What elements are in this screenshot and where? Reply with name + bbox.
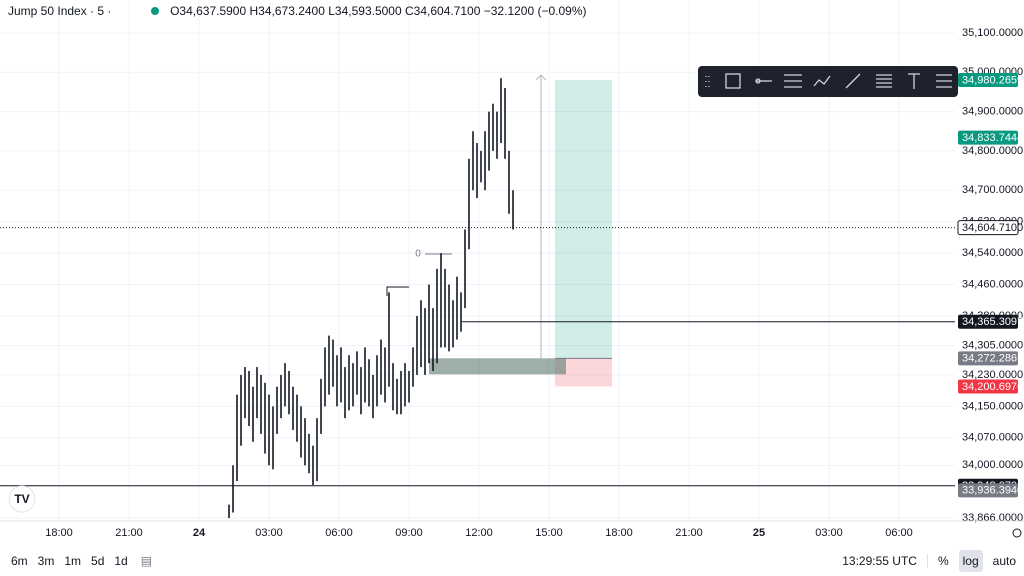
- x-tick-label: 09:00: [395, 527, 423, 539]
- price-badge-label: 34,833.7444: [962, 132, 1023, 144]
- range-button[interactable]: 1m: [64, 553, 82, 568]
- toolbar-bg: [698, 66, 958, 97]
- price-badge-label: 34,604.7100: [962, 222, 1023, 234]
- toolbar-icons: [705, 73, 952, 89]
- y-tick-label: 34,700.0000: [962, 184, 1023, 196]
- tv-logo-mark: TV: [14, 492, 29, 506]
- x-tick-label: 21:00: [675, 527, 703, 539]
- y-tick-label: 34,800.0000: [962, 145, 1023, 157]
- clock: 13:29:55 UTC: [842, 553, 917, 568]
- percent-button[interactable]: %: [926, 553, 949, 568]
- x-tick-label: 06:00: [885, 527, 913, 539]
- range-buttons: 6m 3m 1m 5d 1d: [6, 554, 133, 568]
- price-badge: [958, 351, 1018, 366]
- x-tick-label: 03:00: [815, 527, 843, 539]
- log-button[interactable]: log: [958, 549, 983, 572]
- y-tick-label: 34,540.0000: [962, 247, 1023, 259]
- y-tick-label: 34,000.0000: [962, 459, 1023, 471]
- ohlc-high: H34,673.2400: [249, 4, 325, 18]
- drawing-toolbar[interactable]: [698, 66, 958, 97]
- range-button[interactable]: 5d: [91, 553, 105, 568]
- x-tick-label: 18:00: [45, 527, 73, 539]
- auto-button[interactable]: auto: [992, 553, 1016, 568]
- range-button[interactable]: 6m: [11, 553, 28, 568]
- range-button[interactable]: 3m: [37, 553, 55, 568]
- y-tick-label: 34,230.0000: [962, 369, 1023, 381]
- x-tick-label: 03:00: [255, 527, 283, 539]
- price-badge: [958, 130, 1018, 145]
- price-badge: [958, 314, 1018, 329]
- symbol[interactable]: Jump 50 Index · 5 ·: [8, 4, 112, 18]
- bottom-bar: 6m 3m 1m 5d 1d ▤ 13:29:55 UTC % log auto: [0, 545, 1024, 576]
- grid: [0, 0, 955, 521]
- price-badge-label: 34,200.6976: [962, 381, 1023, 393]
- date-range-icon[interactable]: ▤: [140, 553, 153, 568]
- x-tick-label: 21:00: [115, 527, 143, 539]
- x-tick-label: 06:00: [325, 527, 353, 539]
- price-badge-label: 34,365.3097: [962, 316, 1023, 328]
- x-tick-label: 15:00: [535, 527, 563, 539]
- y-tick-label: 34,150.0000: [962, 400, 1023, 412]
- x-tick-label: 24: [193, 527, 206, 539]
- plot: 0: [0, 74, 955, 518]
- settings-icon[interactable]: [1012, 528, 1022, 538]
- price-badge: [957, 220, 1019, 236]
- fib-label: 0: [415, 249, 421, 260]
- bracket: [386, 286, 409, 296]
- price-badge: [958, 73, 1018, 88]
- ohlc-open: O34,637.5900: [170, 4, 247, 18]
- y-tick-label: 34,305.0000: [962, 339, 1023, 351]
- ohlc-close: C34,604.7100: [405, 4, 481, 18]
- range-button[interactable]: 1d: [114, 553, 128, 568]
- y-tick-label: 34,900.0000: [962, 106, 1023, 118]
- status-dot: [150, 7, 159, 15]
- x-tick-label: 18:00: [605, 527, 633, 539]
- y-tick-label: 35,100.0000: [962, 27, 1023, 39]
- y-tick-label: 34,460.0000: [962, 278, 1023, 290]
- price-axis: 35,100.000035,000.000034,900.000034,800.…: [45, 27, 1023, 539]
- price-badge: [958, 379, 1018, 394]
- x-tick-label: 25: [753, 527, 765, 539]
- price-badge: [958, 483, 1018, 498]
- arrow-head: [535, 74, 547, 81]
- price-badge-label: 34,980.2659: [962, 74, 1023, 86]
- target-zone: [555, 80, 612, 359]
- tv-logo[interactable]: [8, 485, 36, 513]
- chart: 0 35,100.000035,000.000034,900.000034,80…: [0, 0, 1024, 539]
- y-tick-label: 34,070.0000: [962, 432, 1023, 444]
- price-badge-label: 33,936.3940: [962, 485, 1023, 497]
- price-badge-label: 34,272.2865: [962, 353, 1023, 365]
- ohlc-change: −32.1200 (−0.09%): [483, 4, 587, 18]
- ohlc-low: L34,593.5000: [328, 4, 402, 18]
- header: Jump 50 Index · 5 · O34,637.5900 H34,673…: [8, 4, 587, 18]
- y-tick-label: 33,866.0000: [962, 512, 1023, 524]
- entry-bar: [429, 358, 566, 375]
- x-tick-label: 12:00: [465, 527, 493, 539]
